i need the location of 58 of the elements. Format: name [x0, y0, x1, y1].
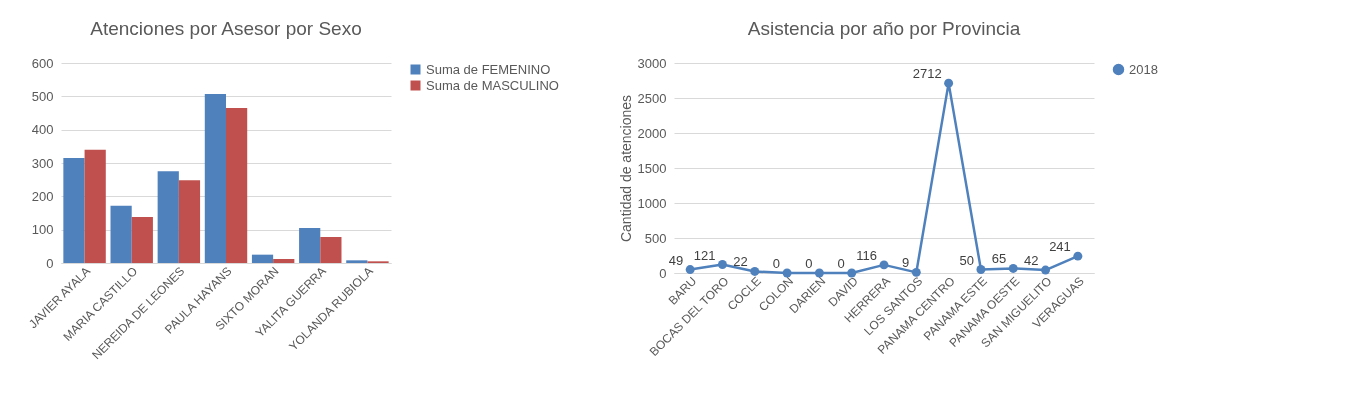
chart-title: Asistencia por año por Provincia — [747, 18, 1021, 39]
bar — [251, 254, 274, 263]
y-tick-label: 1000 — [637, 195, 667, 211]
data-label: 2712 — [912, 66, 942, 82]
point — [1008, 263, 1018, 273]
bar — [178, 180, 201, 263]
bar — [346, 260, 368, 263]
bar — [157, 171, 179, 263]
bar — [63, 158, 85, 263]
data-label: 116 — [856, 247, 877, 263]
y-tick-label: 1500 — [637, 160, 667, 176]
y-tick-label: 0 — [659, 265, 667, 281]
bar — [226, 108, 248, 263]
y-tick-label: 100 — [31, 222, 54, 238]
point — [879, 260, 889, 270]
data-label: 121 — [693, 247, 716, 263]
bar — [131, 217, 153, 263]
bar — [299, 228, 321, 263]
point — [1041, 265, 1051, 275]
y-axis-title: Cantidad de atenciones — [617, 94, 634, 243]
data-label: 49 — [668, 252, 684, 268]
bar — [204, 94, 226, 263]
point — [1073, 251, 1083, 261]
point — [847, 268, 857, 278]
point — [685, 265, 695, 275]
data-label: 65 — [991, 251, 1007, 267]
point — [717, 260, 727, 269]
legend-label: 2018 — [1129, 61, 1158, 77]
y-tick-label: 3000 — [637, 55, 667, 71]
y-tick-label: 400 — [31, 122, 54, 138]
bar — [84, 149, 106, 263]
legend-label: Suma de FEMENINO — [426, 61, 551, 77]
point — [814, 268, 824, 278]
data-label: 0 — [805, 256, 813, 271]
data-label: 9 — [902, 255, 910, 271]
y-tick-label: 300 — [31, 155, 54, 171]
bar — [273, 259, 295, 263]
data-label: 42 — [1024, 253, 1039, 269]
bar — [110, 205, 132, 263]
bar — [320, 237, 342, 263]
y-tick-label: 600 — [31, 55, 54, 71]
y-tick-label: 2500 — [637, 90, 667, 106]
point — [911, 267, 921, 277]
point — [944, 78, 954, 88]
data-label: 22 — [733, 254, 748, 270]
point — [750, 267, 760, 276]
chart-title: Atenciones por Asesor por Sexo — [90, 18, 362, 39]
data-label: 50 — [959, 252, 974, 268]
data-label: 241 — [1049, 239, 1071, 255]
y-tick-label: 500 — [31, 88, 54, 104]
point — [976, 265, 986, 274]
data-label: 0 — [772, 256, 781, 271]
y-tick-label: 0 — [46, 255, 54, 271]
data-label: 0 — [837, 256, 845, 271]
y-tick-label: 500 — [644, 230, 667, 246]
y-tick-label: 2000 — [637, 125, 667, 141]
legend-label: Suma de MASCULINO — [426, 77, 559, 93]
y-tick-label: 200 — [31, 188, 54, 204]
